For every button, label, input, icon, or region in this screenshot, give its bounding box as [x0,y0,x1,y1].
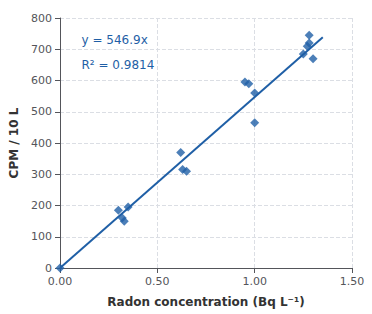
svg-text:1.50: 1.50 [340,275,365,288]
svg-text:0.00: 0.00 [48,275,73,288]
svg-text:R² = 0.9814: R² = 0.9814 [82,58,155,72]
svg-text:0: 0 [45,262,52,275]
svg-text:1.00: 1.00 [242,275,266,288]
svg-text:500: 500 [31,105,52,118]
svg-text:0.50: 0.50 [145,275,170,288]
svg-text:200: 200 [31,199,52,212]
svg-text:400: 400 [31,137,52,150]
svg-text:CPM / 10 L: CPM / 10 L [7,107,21,178]
svg-text:Radon concentration (Bq L⁻¹): Radon concentration (Bq L⁻¹) [107,295,304,309]
svg-text:100: 100 [31,230,52,243]
svg-text:800: 800 [31,12,52,25]
svg-text:600: 600 [31,74,52,87]
svg-text:300: 300 [31,168,52,181]
svg-text:700: 700 [31,43,52,56]
svg-text:y = 546.9x: y = 546.9x [82,33,148,47]
